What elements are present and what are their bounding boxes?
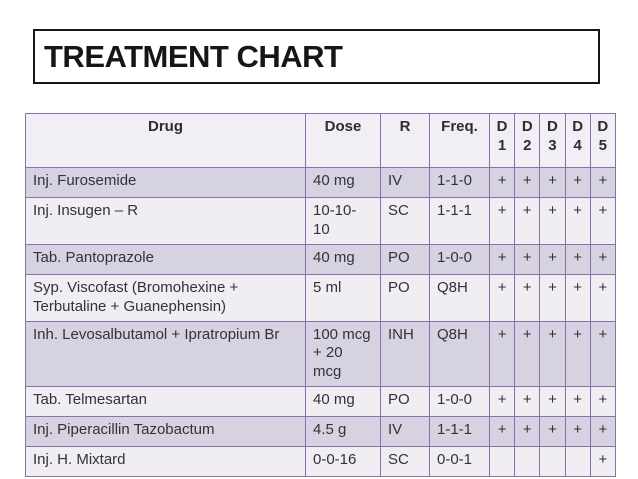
day-cell — [564, 446, 591, 478]
day-cell: + — [589, 273, 616, 322]
day-cell: + — [539, 320, 566, 388]
day-cell: + — [488, 416, 516, 448]
day-cell: + — [589, 386, 616, 418]
freq-cell: 1-0-0 — [429, 386, 490, 418]
header-row: Drug Dose R Freq. D 1 D 2 D 3 D 4 D 5 — [25, 113, 616, 168]
table-row: Tab. Telmesartan 40 mg PO 1-0-0 + + + + … — [25, 386, 616, 418]
freq-cell: Q8H — [429, 320, 490, 388]
day-cell: + — [488, 320, 516, 388]
day-cell: + — [488, 386, 516, 418]
col-header-freq: Freq. — [429, 113, 490, 168]
title-box: TREATMENT CHART — [33, 29, 600, 84]
route-cell: PO — [380, 243, 430, 275]
drug-cell: Inj. Piperacillin Tazobactum — [25, 416, 306, 448]
table-row: Syp. Viscofast (Bromohexine + Terbutalin… — [25, 273, 616, 322]
route-cell: PO — [380, 386, 430, 418]
day-cell: + — [514, 197, 541, 245]
day-cell: + — [589, 416, 616, 448]
table-header: Drug Dose R Freq. D 1 D 2 D 3 D 4 D 5 — [25, 113, 616, 168]
table-row: Inj. Furosemide 40 mg IV 1-1-0 + + + + + — [25, 167, 616, 198]
col-header-day2: D 2 — [514, 113, 541, 168]
day-cell: + — [539, 197, 566, 245]
drug-cell: Syp. Viscofast (Bromohexine + Terbutalin… — [25, 273, 306, 322]
col-header-drug: Drug — [25, 113, 306, 168]
day-cell: + — [564, 320, 591, 388]
dose-cell: 4.5 g — [305, 416, 381, 448]
freq-cell: 0-0-1 — [429, 446, 490, 478]
drug-cell: Inj. Furosemide — [25, 167, 306, 198]
day-cell: + — [539, 386, 566, 418]
day-cell: + — [589, 446, 616, 478]
page-title: TREATMENT CHART — [44, 38, 343, 74]
day-cell: + — [564, 243, 591, 275]
day-cell: + — [539, 167, 566, 198]
day-cell: + — [488, 167, 516, 198]
dose-cell: 40 mg — [305, 386, 381, 418]
route-cell: IV — [380, 167, 430, 198]
col-header-dose: Dose — [305, 113, 381, 168]
route-cell: SC — [380, 197, 430, 245]
freq-cell: 1-0-0 — [429, 243, 490, 275]
freq-cell: Q8H — [429, 273, 490, 322]
day-cell: + — [514, 243, 541, 275]
route-cell: INH — [380, 320, 430, 388]
drug-cell: Tab. Pantoprazole — [25, 243, 306, 275]
freq-cell: 1-1-1 — [429, 197, 490, 245]
day-cell: + — [488, 273, 516, 322]
day-cell: + — [589, 197, 616, 245]
day-cell: + — [514, 273, 541, 322]
day-cell: + — [564, 386, 591, 418]
route-cell: PO — [380, 273, 430, 322]
dose-cell: 100 mcg + 20 mcg — [305, 320, 381, 388]
col-header-day4: D 4 — [564, 113, 591, 168]
table-row: Inj. Insugen – R 10-10-10 SC 1-1-1 + + +… — [25, 197, 616, 245]
dose-cell: 0-0-16 — [305, 446, 381, 478]
dose-cell: 10-10-10 — [305, 197, 381, 245]
col-header-day1: D 1 — [488, 113, 516, 168]
day-cell: + — [564, 273, 591, 322]
day-cell: + — [539, 243, 566, 275]
day-cell: + — [564, 167, 591, 198]
dose-cell: 5 ml — [305, 273, 381, 322]
col-header-day3: D 3 — [539, 113, 566, 168]
day-cell: + — [514, 320, 541, 388]
day-cell: + — [514, 416, 541, 448]
day-cell: + — [488, 197, 516, 245]
table-row: Inj. H. Mixtard 0-0-16 SC 0-0-1 + — [25, 446, 616, 478]
day-cell: + — [514, 386, 541, 418]
table-row: Tab. Pantoprazole 40 mg PO 1-0-0 + + + +… — [25, 243, 616, 275]
day-cell: + — [488, 243, 516, 275]
col-header-route: R — [380, 113, 430, 168]
dose-cell: 40 mg — [305, 167, 381, 198]
drug-cell: Tab. Telmesartan — [25, 386, 306, 418]
day-cell — [539, 446, 566, 478]
route-cell: IV — [380, 416, 430, 448]
day-cell — [488, 446, 516, 478]
freq-cell: 1-1-0 — [429, 167, 490, 198]
drug-cell: Inj. H. Mixtard — [25, 446, 306, 478]
day-cell: + — [564, 197, 591, 245]
day-cell: + — [539, 273, 566, 322]
day-cell: + — [589, 243, 616, 275]
day-cell: + — [589, 167, 616, 198]
day-cell: + — [564, 416, 591, 448]
day-cell — [514, 446, 541, 478]
drug-cell: Inj. Insugen – R — [25, 197, 306, 245]
freq-cell: 1-1-1 — [429, 416, 490, 448]
table-body: Inj. Furosemide 40 mg IV 1-1-0 + + + + +… — [25, 167, 616, 478]
col-header-day5: D 5 — [589, 113, 616, 168]
table-row: Inj. Piperacillin Tazobactum 4.5 g IV 1-… — [25, 416, 616, 448]
day-cell: + — [539, 416, 566, 448]
day-cell: + — [589, 320, 616, 388]
drug-cell: Inh. Levosalbutamol + Ipratropium Br — [25, 320, 306, 388]
route-cell: SC — [380, 446, 430, 478]
dose-cell: 40 mg — [305, 243, 381, 275]
day-cell: + — [514, 167, 541, 198]
treatment-table: Drug Dose R Freq. D 1 D 2 D 3 D 4 D 5 In… — [25, 113, 616, 478]
table-row: Inh. Levosalbutamol + Ipratropium Br 100… — [25, 320, 616, 388]
